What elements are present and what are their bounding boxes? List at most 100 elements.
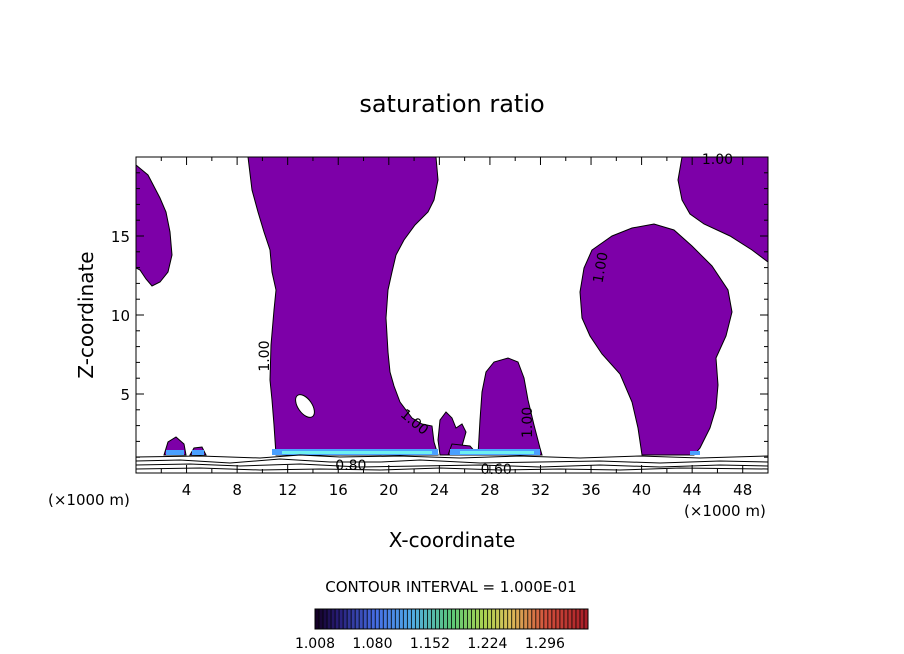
contour-label: 0.60 — [481, 462, 512, 478]
colorbar-cell — [555, 609, 560, 629]
colorbar-cell — [455, 609, 460, 629]
colorbar-cell — [515, 609, 520, 629]
colorbar-cell — [367, 609, 372, 629]
chart-title: saturation ratio — [359, 90, 544, 118]
colorbar-cell — [375, 609, 380, 629]
colorbar-cell — [327, 609, 332, 629]
x-tick-label: 36 — [581, 481, 600, 499]
band-b — [282, 451, 432, 454]
region-left-edge — [136, 164, 173, 287]
colorbar-cell — [491, 609, 496, 629]
contour-070 — [136, 463, 768, 468]
colorbar-cell — [443, 609, 448, 629]
colorbar-cell — [407, 609, 412, 629]
colorbar-cell — [411, 609, 416, 629]
colorbar-cell — [403, 609, 408, 629]
colorbar-cell — [527, 609, 532, 629]
colorbar-cell — [499, 609, 504, 629]
contour-label: 0.80 — [335, 458, 366, 474]
colorbar-cell — [575, 609, 580, 629]
colorbar-cell — [503, 609, 508, 629]
colorbar-cell — [343, 609, 348, 629]
x-tick-label: 8 — [232, 481, 242, 499]
colorbar-frame — [314, 608, 589, 630]
colorbar-tick-label: 1.008 — [295, 636, 335, 652]
colorbar-cell — [559, 609, 564, 629]
colorbar-cell — [479, 609, 484, 629]
contour-label: 1.00 — [520, 407, 536, 438]
contour-080 — [136, 458, 768, 464]
x-unit-right: (×1000 m) — [684, 502, 766, 520]
band-f — [192, 450, 204, 455]
colorbar-cell — [391, 609, 396, 629]
colorbar-cell — [539, 609, 544, 629]
y-tick-label: 15 — [111, 228, 130, 246]
colorbar-cell — [467, 609, 472, 629]
colorbar-cell — [379, 609, 384, 629]
colorbar-labels: 1.008 1.080 1.152 1.224 1.296 — [295, 636, 565, 652]
y-axis-label: Z-coordinate — [74, 251, 98, 378]
colorbar-cell — [563, 609, 568, 629]
colorbar-cell — [511, 609, 516, 629]
colorbar-cell — [507, 609, 512, 629]
region-small-tower — [437, 411, 467, 456]
x-tick-label: 24 — [430, 481, 449, 499]
x-tick-label: 44 — [683, 481, 702, 499]
colorbar-cell — [347, 609, 352, 629]
region-bump — [477, 357, 543, 456]
colorbar-cell — [319, 609, 324, 629]
hole-in-column — [295, 394, 315, 418]
colorbar-cell — [483, 609, 488, 629]
colorbar-cell — [487, 609, 492, 629]
colorbar-cell — [331, 609, 336, 629]
colorbar-cell — [523, 609, 528, 629]
colorbar-cell — [351, 609, 356, 629]
x-tick-label: 28 — [480, 481, 499, 499]
colorbar-tick-label: 1.152 — [410, 636, 450, 652]
region-central-column — [247, 157, 439, 456]
colorbar-cell — [519, 609, 524, 629]
colorbar-cell — [463, 609, 468, 629]
x-tick-label: 32 — [531, 481, 550, 499]
colorbar-cell — [339, 609, 344, 629]
band-e — [166, 450, 184, 455]
colorbar-cell — [415, 609, 420, 629]
colorbar — [314, 609, 588, 629]
y-axis-ticks: 5 10 15 — [111, 172, 768, 458]
colorbar-cell — [435, 609, 440, 629]
colorbar-cell — [359, 609, 364, 629]
colorbar-cell — [363, 609, 368, 629]
x-tick-label: 12 — [278, 481, 297, 499]
x-axis-label: X-coordinate — [389, 528, 516, 552]
region-top-right — [677, 157, 768, 263]
colorbar-cell — [471, 609, 476, 629]
colorbar-cell — [419, 609, 424, 629]
colorbar-cell — [431, 609, 436, 629]
colorbar-cell — [451, 609, 456, 629]
colorbar-cell — [335, 609, 340, 629]
colorbar-cell — [383, 609, 388, 629]
colorbar-cell — [535, 609, 540, 629]
colorbar-cell — [475, 609, 480, 629]
colorbar-cell — [399, 609, 404, 629]
x-tick-label: 40 — [632, 481, 651, 499]
band-g — [690, 451, 700, 455]
colorbar-cell — [427, 609, 432, 629]
colorbar-tick-label: 1.296 — [525, 636, 565, 652]
colorbar-cell — [495, 609, 500, 629]
contour-090 — [136, 454, 768, 459]
plot-area — [136, 157, 768, 471]
colorbar-cell — [459, 609, 464, 629]
colorbar-cell — [371, 609, 376, 629]
band-d — [460, 451, 534, 454]
colorbar-cell — [567, 609, 572, 629]
colorbar-tick-label: 1.224 — [467, 636, 507, 652]
colorbar-cell — [551, 609, 556, 629]
x-unit-left: (×1000 m) — [48, 491, 130, 509]
colorbar-cell — [387, 609, 392, 629]
colorbar-cell — [543, 609, 548, 629]
colorbar-cell — [583, 609, 588, 629]
x-tick-label: 16 — [329, 481, 348, 499]
colorbar-cell — [579, 609, 584, 629]
